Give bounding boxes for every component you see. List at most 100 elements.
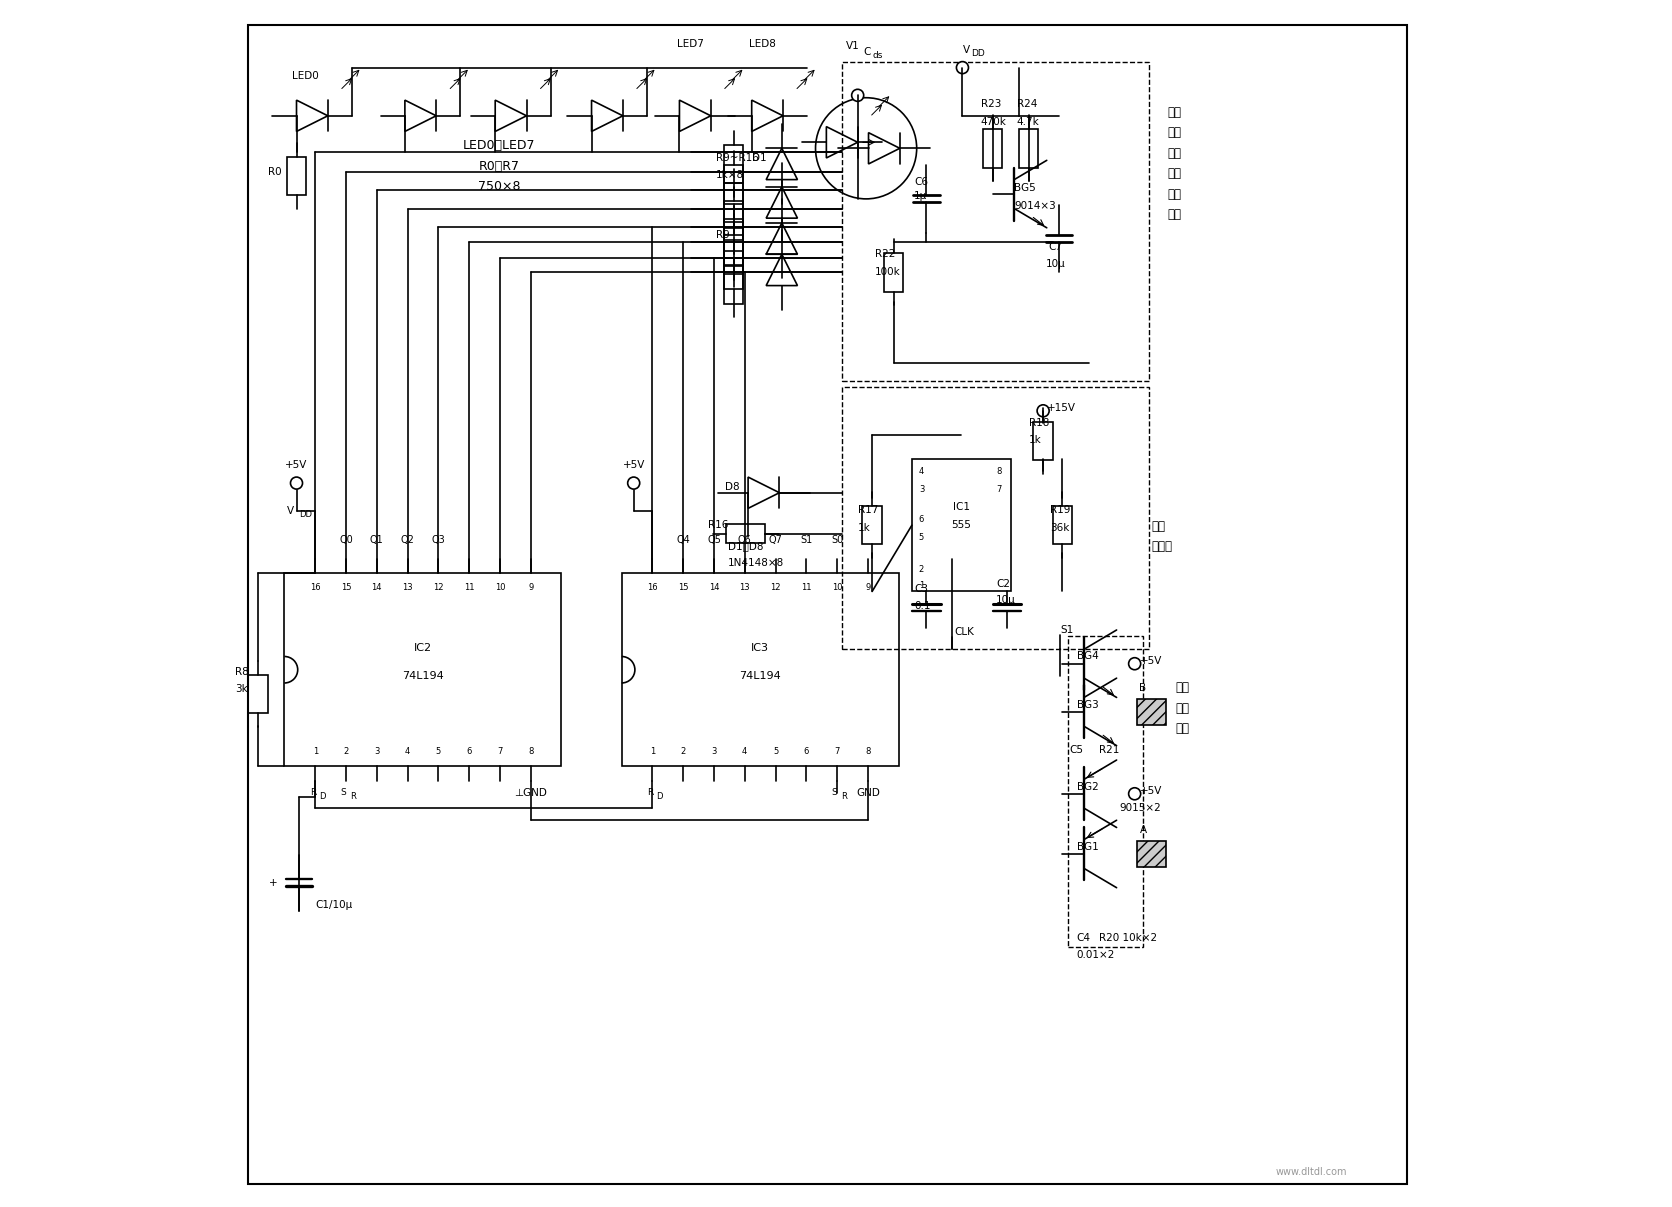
Text: 0.1: 0.1 <box>915 601 931 611</box>
Text: R16: R16 <box>709 520 729 530</box>
Bar <box>1137 841 1165 867</box>
Text: R0～R7: R0～R7 <box>478 159 520 173</box>
Text: 发生器: 发生器 <box>1152 541 1172 553</box>
Text: 10: 10 <box>833 583 843 593</box>
Text: ⊥GND: ⊥GND <box>515 787 547 798</box>
Bar <box>843 62 1149 380</box>
Text: IC1: IC1 <box>953 502 970 512</box>
Text: 阻抗: 阻抗 <box>1167 106 1180 118</box>
Text: C5: C5 <box>1070 746 1083 756</box>
Circle shape <box>627 477 640 489</box>
Text: 4: 4 <box>742 747 747 756</box>
Text: R: R <box>351 792 356 800</box>
Bar <box>1068 636 1144 946</box>
Bar <box>726 524 766 543</box>
Text: C4: C4 <box>1077 933 1090 944</box>
Text: 13: 13 <box>403 583 413 593</box>
Text: 3: 3 <box>920 484 925 494</box>
Text: LED0: LED0 <box>291 71 318 81</box>
Text: 4: 4 <box>405 747 410 756</box>
Text: 取代: 取代 <box>1167 167 1180 180</box>
Text: 1μ: 1μ <box>915 192 928 202</box>
Text: 9014×3: 9014×3 <box>1015 202 1057 211</box>
Text: CLK: CLK <box>955 628 973 637</box>
Text: 控制: 控制 <box>1175 701 1189 715</box>
Text: R: R <box>309 788 316 797</box>
Bar <box>724 145 744 183</box>
Text: 470k: 470k <box>980 117 1007 127</box>
Text: 1: 1 <box>920 581 925 590</box>
Text: +5V: +5V <box>1139 786 1162 797</box>
Text: 8: 8 <box>864 747 871 756</box>
Text: 10: 10 <box>495 583 505 593</box>
Text: 15: 15 <box>341 583 351 593</box>
Text: BG3: BG3 <box>1077 700 1099 710</box>
Text: R0: R0 <box>268 168 281 177</box>
Text: LED8: LED8 <box>749 39 776 48</box>
Bar <box>724 266 744 304</box>
Text: R: R <box>647 788 654 797</box>
Text: 15: 15 <box>677 583 689 593</box>
Text: D: D <box>657 792 662 800</box>
Text: A: A <box>1139 824 1147 835</box>
Bar <box>884 253 903 292</box>
Text: 14: 14 <box>371 583 381 593</box>
Circle shape <box>1129 658 1140 670</box>
Text: DD: DD <box>299 509 313 519</box>
Circle shape <box>851 89 864 101</box>
Text: 触摸: 触摸 <box>1175 681 1189 694</box>
Bar <box>724 165 744 204</box>
Text: 74L194: 74L194 <box>401 671 443 681</box>
Text: R20 10k×2: R20 10k×2 <box>1099 933 1157 944</box>
Text: 1k: 1k <box>858 523 871 532</box>
Text: 3k: 3k <box>236 684 249 694</box>
Text: 5: 5 <box>436 747 441 756</box>
Text: 9015×2: 9015×2 <box>1119 803 1160 814</box>
Text: C3: C3 <box>915 584 928 594</box>
Text: 1k×8: 1k×8 <box>716 170 744 180</box>
Text: 36k: 36k <box>1050 523 1070 532</box>
Text: 555: 555 <box>951 520 971 530</box>
Text: R19: R19 <box>1050 505 1070 514</box>
Bar <box>1053 506 1072 544</box>
Text: 1: 1 <box>650 747 655 756</box>
Text: 1N4148×8: 1N4148×8 <box>727 558 784 567</box>
Text: S0: S0 <box>831 535 843 544</box>
Text: 2: 2 <box>681 747 686 756</box>
Text: R24: R24 <box>1017 99 1037 109</box>
Text: 1: 1 <box>313 747 318 756</box>
Text: DD: DD <box>971 48 985 58</box>
Text: 7: 7 <box>997 484 1002 494</box>
Text: S1: S1 <box>1060 625 1073 635</box>
Text: Q3: Q3 <box>431 535 445 544</box>
Text: 4.7k: 4.7k <box>1017 117 1040 127</box>
Text: IC2: IC2 <box>415 643 431 653</box>
Text: C2: C2 <box>997 579 1010 589</box>
Text: 0.01×2: 0.01×2 <box>1077 950 1115 960</box>
Text: 74L194: 74L194 <box>739 671 781 681</box>
Text: S: S <box>831 788 838 797</box>
Text: R21: R21 <box>1099 746 1119 756</box>
Bar <box>983 129 1002 168</box>
Bar <box>724 183 744 222</box>
Text: V: V <box>288 506 294 515</box>
Text: R22: R22 <box>874 250 895 260</box>
Text: C1/10μ: C1/10μ <box>316 899 353 910</box>
Text: 100k: 100k <box>874 267 900 278</box>
Text: 5: 5 <box>920 532 925 542</box>
Bar <box>1033 421 1053 460</box>
Text: 原电: 原电 <box>1167 187 1180 200</box>
Text: 11: 11 <box>801 583 811 593</box>
Text: R18: R18 <box>1028 418 1048 427</box>
Text: 方波: 方波 <box>1152 520 1165 533</box>
Text: 电路: 电路 <box>1175 722 1189 735</box>
Text: +15V: +15V <box>1047 403 1075 414</box>
Text: GND: GND <box>856 787 879 798</box>
Text: 9: 9 <box>864 583 871 593</box>
Circle shape <box>291 477 303 489</box>
Bar <box>724 202 744 240</box>
Bar <box>724 251 744 290</box>
Circle shape <box>1037 404 1048 416</box>
Text: 10μ: 10μ <box>997 595 1017 605</box>
Text: R9: R9 <box>716 231 729 240</box>
